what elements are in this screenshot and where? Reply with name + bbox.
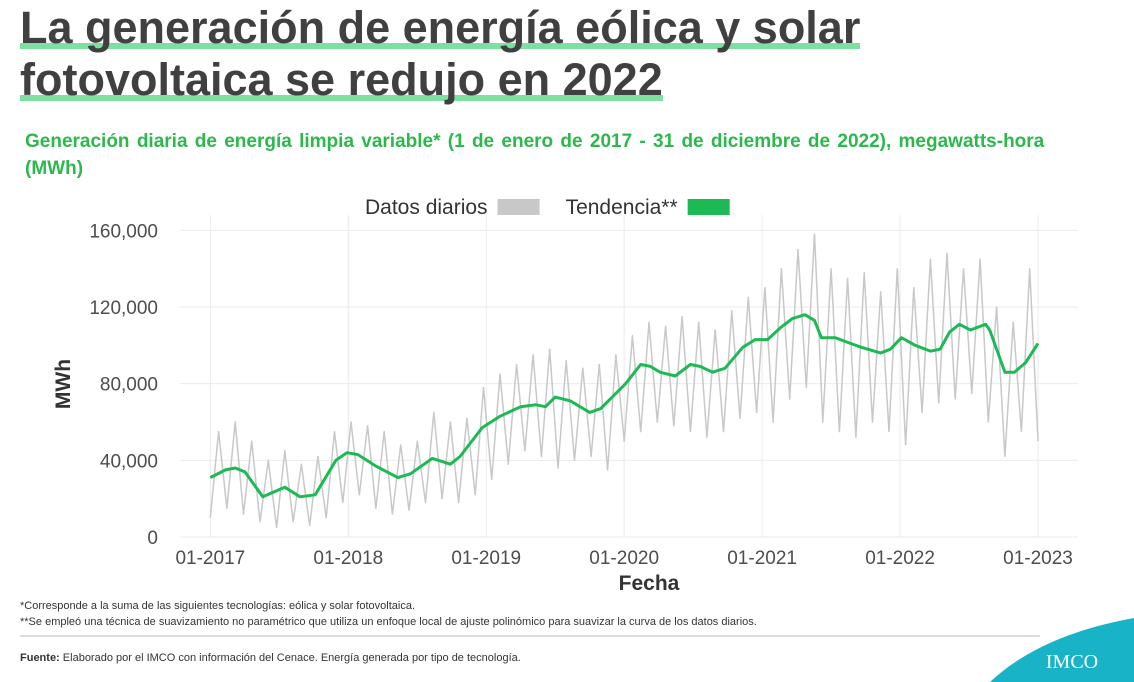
x-tick-label: 01-2021: [727, 548, 797, 569]
x-tick-label: 01-2018: [313, 548, 383, 569]
x-tick-label: 01-2023: [1003, 548, 1073, 569]
source-label: Fuente:: [20, 652, 60, 664]
chart-subtitle: Generación diaria de energía limpia vari…: [25, 131, 1045, 179]
y-tick-label: 160,000: [89, 221, 158, 242]
legend-label: Tendencia**: [566, 196, 678, 219]
y-tick-label: 40,000: [100, 451, 158, 472]
y-tick-label: 0: [147, 528, 158, 549]
x-axis-label: Fecha: [619, 572, 680, 595]
logo: IMCO: [1046, 651, 1098, 673]
note: *Corresponde a la suma de las siguientes…: [20, 600, 416, 612]
title-box: La generación de energía eólica y solar …: [20, 2, 980, 106]
legend-label: Datos diarios: [365, 196, 488, 219]
legend-swatch: [687, 199, 730, 215]
y-tick-label: 80,000: [100, 375, 158, 396]
y-tick-label: 120,000: [89, 298, 158, 319]
logo-shape: [990, 618, 1134, 682]
x-tick-label: 01-2019: [451, 548, 521, 569]
note: **Se empleó una técnica de suavizamiento…: [20, 616, 757, 628]
source: Fuente: Elaborado por el IMCO con inform…: [20, 652, 521, 664]
x-tick-label: 01-2017: [175, 548, 245, 569]
daily-line: [209, 233, 1039, 529]
trend-line: [209, 313, 1040, 499]
x-tick-label: 01-2022: [865, 548, 935, 569]
legend-swatch: [497, 199, 540, 215]
source-text: Elaborado por el IMCO con información de…: [62, 652, 521, 664]
y-axis-label: MWh: [52, 359, 75, 409]
x-tick-label: 01-2020: [589, 548, 659, 569]
